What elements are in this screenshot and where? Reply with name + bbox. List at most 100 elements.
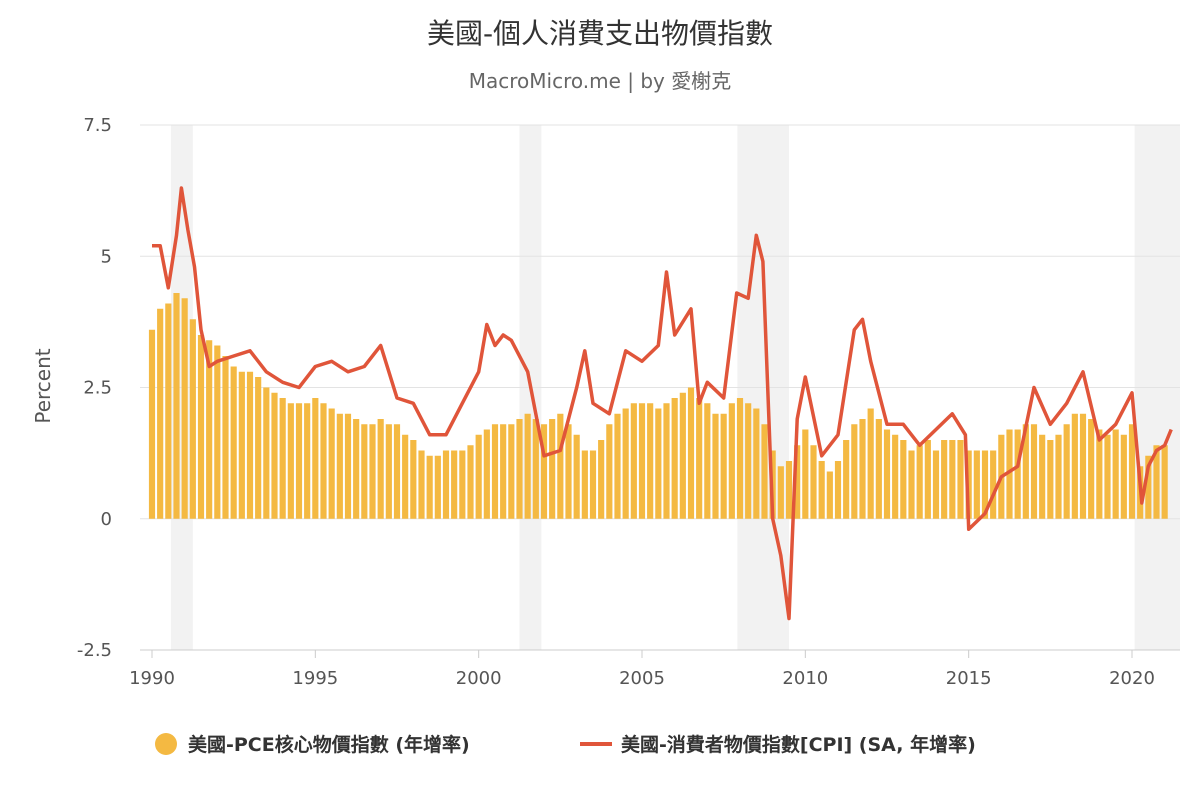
x-tick-label: 2010 [782,668,828,689]
pce-bar [524,413,531,519]
pce-bar [230,366,237,519]
pce-bar [671,398,678,519]
pce-bar [1055,434,1062,519]
pce-bar [287,403,294,519]
pce-bar [263,387,270,519]
pce-bar [189,319,196,519]
x-tick-label: 2020 [1109,668,1155,689]
pce-bar [647,403,654,519]
legend-pce-marker [155,733,177,755]
pce-bar [932,450,940,519]
pce-bar [1014,429,1021,519]
pce-bar [304,403,311,519]
pce-bar [1079,413,1087,519]
x-tick-label: 2015 [946,668,992,689]
pce-bar [557,413,564,519]
y-tick-label: 5 [101,246,112,267]
pce-bar [402,434,409,519]
x-tick-label: 2005 [619,668,665,689]
pce-bar [655,408,662,519]
pce-bar [916,445,923,519]
pce-bar [794,445,801,519]
x-tick-label: 2000 [456,668,502,689]
pce-bar [1063,424,1070,519]
pce-bar [867,408,874,519]
pce-bar [638,403,646,519]
pce-bar [328,408,335,519]
pce-bar [181,298,188,519]
pce-bar [320,403,327,519]
pce-bar [451,450,458,519]
pce-bar [246,371,254,519]
x-tick-label: 1990 [129,668,175,689]
pce-bar [941,440,948,519]
pce-bar [704,403,711,519]
pce-bar [426,455,433,519]
pce-bar [418,450,425,519]
pce-bar [1039,434,1046,519]
pce-bar [1161,445,1168,519]
pce-bar [1088,419,1095,519]
pce-bar [1022,424,1029,519]
legend-cpi-label: 美國-消費者物價指數[CPI] (SA, 年增率) [621,733,976,756]
pce-bar [745,403,752,519]
pce-bar [581,450,588,519]
pce-bar [312,398,319,519]
pce-bar [1104,434,1111,519]
pce-bar [197,335,205,519]
pce-bar [434,455,441,519]
pce-bar [818,461,825,519]
pce-bar [165,303,172,519]
pce-bar [981,450,989,519]
pce-bar [598,440,605,519]
pce-bar [589,450,597,519]
cpi-line [152,186,1173,621]
pce-bar [442,450,450,519]
pce-bar [802,429,809,519]
y-tick-label: -2.5 [77,640,112,661]
legend-item-cpi[interactable]: 美國-消費者物價指數[CPI] (SA, 年增率) [580,733,976,756]
pce-bar [785,461,793,519]
pce-bar [540,424,548,519]
pce-bar [573,434,580,519]
pce-bar [1120,434,1127,519]
pce-bar [549,419,556,519]
pce-bar [622,408,629,519]
pce-bar [777,466,784,519]
pce-bar [565,424,572,519]
y-tick-label: 2.5 [83,378,112,399]
pce-bar [720,413,727,519]
pce-bar [255,377,262,519]
pce-bar [859,419,866,519]
pce-bar [606,424,613,519]
y-tick-label: 7.5 [83,115,112,136]
pce-bar [973,450,980,519]
pce-bar [516,419,523,519]
pce-bar [1145,455,1152,519]
pce-bar [157,308,164,519]
pce-bar [1047,440,1054,519]
pce-bar [687,387,695,519]
pce-bar [1030,424,1038,519]
pce-bar [467,445,474,519]
pce-bar [908,450,915,519]
chart-title: 美國-個人消費支出物價指數 [427,17,773,50]
pce-bar [206,340,213,519]
pce-bar [361,424,368,519]
pce-bar [393,424,401,519]
pce-bar [410,440,417,519]
pce-bar [875,419,882,519]
pce-bar [483,429,490,519]
pce-bar [761,424,768,519]
pce-bar [532,419,539,519]
legend-item-pce[interactable]: 美國-PCE核心物價指數 (年增率) [155,733,470,756]
pce-bar [353,419,360,519]
pce-bar [459,450,466,519]
pce-bar [826,471,833,519]
pce-bar [810,445,817,519]
pce-bar [924,440,931,519]
pce-bar [949,440,956,519]
pce-bar [148,329,156,519]
pce-bar [214,345,221,519]
